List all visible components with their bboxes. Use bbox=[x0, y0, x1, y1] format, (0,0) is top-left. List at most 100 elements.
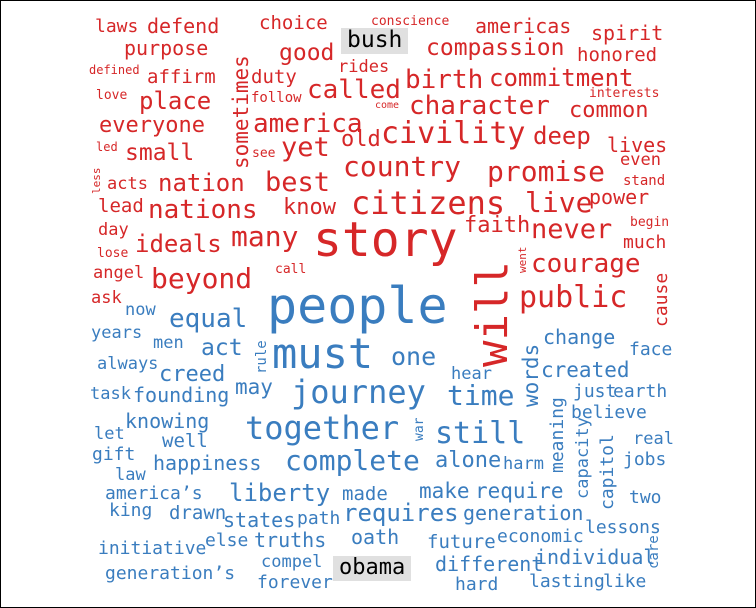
word-happiness: happiness bbox=[153, 451, 262, 475]
word-promise: promise bbox=[487, 155, 606, 188]
word-together: together bbox=[245, 409, 400, 447]
word-even: even bbox=[620, 150, 661, 170]
word-task: task bbox=[90, 384, 131, 404]
word-compassion: compassion bbox=[426, 35, 565, 61]
word-now: now bbox=[125, 300, 156, 320]
word-war: war bbox=[412, 417, 427, 441]
word-good: good bbox=[279, 40, 335, 66]
word-nation: nation bbox=[158, 169, 245, 197]
word-laws: laws bbox=[95, 16, 139, 37]
word-come: come bbox=[375, 100, 400, 111]
word-act: act bbox=[201, 335, 243, 361]
word-change: change bbox=[543, 325, 616, 349]
word-begin: begin bbox=[630, 215, 670, 230]
word-alone: alone bbox=[435, 448, 502, 473]
word-call: call bbox=[275, 262, 307, 277]
word-make: make bbox=[419, 479, 470, 503]
word-require: require bbox=[475, 479, 564, 503]
word-story: story bbox=[313, 212, 458, 268]
word-two: two bbox=[629, 487, 662, 508]
word-never: never bbox=[531, 214, 613, 245]
word-believe: believe bbox=[571, 402, 647, 423]
word-king: king bbox=[109, 500, 153, 521]
word-deep: deep bbox=[533, 122, 591, 150]
word-like: like bbox=[603, 571, 647, 592]
word-earth: earth bbox=[613, 381, 668, 402]
word-affirm: affirm bbox=[147, 66, 216, 88]
word-choice: choice bbox=[259, 12, 328, 34]
word-interests: interests bbox=[589, 86, 660, 101]
word-always: always bbox=[97, 354, 159, 374]
word-economic: economic bbox=[497, 526, 584, 547]
word-made: made bbox=[342, 483, 388, 505]
word-know: know bbox=[283, 195, 336, 220]
word-country: country bbox=[343, 150, 462, 183]
word-purpose: purpose bbox=[124, 36, 209, 60]
word-forever: forever bbox=[257, 572, 333, 593]
word-men: men bbox=[153, 333, 184, 353]
word-birth: birth bbox=[405, 65, 484, 95]
word-best: best bbox=[265, 167, 331, 198]
word-day: day bbox=[98, 220, 129, 240]
word-still: still bbox=[435, 416, 526, 451]
word-generation: generation bbox=[463, 501, 584, 525]
word-americas-possessive: america’s bbox=[105, 483, 203, 504]
word-character: character bbox=[409, 91, 550, 121]
word-beyond: beyond bbox=[151, 262, 253, 295]
word-obama-highlighted: obama bbox=[333, 556, 412, 581]
word-small: small bbox=[125, 140, 195, 166]
word-let: let bbox=[94, 424, 125, 444]
word-power: power bbox=[589, 185, 650, 209]
word-less: less bbox=[90, 167, 103, 195]
word-founding: founding bbox=[133, 383, 230, 407]
word-just: just bbox=[573, 381, 617, 402]
word-spirit: spirit bbox=[591, 21, 664, 45]
word-conscience: conscience bbox=[371, 14, 450, 29]
word-else: else bbox=[205, 530, 249, 551]
word-civility: civility bbox=[381, 116, 526, 151]
word-lead: lead bbox=[98, 195, 144, 217]
word-harm: harm bbox=[503, 454, 544, 474]
word-hard: hard bbox=[455, 574, 499, 595]
word-capitol: capitol bbox=[597, 434, 618, 510]
word-yet: yet bbox=[281, 132, 330, 163]
word-follow: follow bbox=[251, 90, 302, 106]
word-oath: oath bbox=[351, 525, 400, 549]
word-see: see bbox=[252, 146, 276, 161]
word-many: many bbox=[231, 220, 299, 253]
word-face: face bbox=[629, 339, 673, 360]
word-sometimes: sometimes bbox=[229, 55, 253, 169]
word-individual: individual bbox=[535, 545, 656, 569]
word-faith: faith bbox=[464, 213, 531, 238]
word-must: must bbox=[272, 329, 374, 378]
word-compel: compel bbox=[261, 552, 323, 572]
word-everyone: everyone bbox=[99, 113, 205, 138]
word-equal: equal bbox=[169, 304, 248, 334]
word-people: people bbox=[267, 277, 448, 335]
word-future: future bbox=[427, 531, 496, 553]
word-jobs: jobs bbox=[623, 449, 667, 470]
word-lose: lose bbox=[97, 246, 129, 261]
word-commitment: commitment bbox=[489, 64, 634, 92]
word-generations-possessive: generation’s bbox=[105, 563, 236, 584]
word-one: one bbox=[391, 342, 437, 371]
word-honored: honored bbox=[577, 44, 658, 66]
word-americas: americas bbox=[475, 14, 572, 38]
word-truths: truths bbox=[254, 528, 327, 552]
word-requires: requires bbox=[343, 499, 459, 527]
word-years: years bbox=[91, 323, 143, 343]
word-complete: complete bbox=[285, 444, 420, 477]
word-led: led bbox=[96, 140, 118, 154]
word-lessons: lessons bbox=[585, 517, 661, 538]
word-journey: journey bbox=[291, 373, 426, 411]
word-creed: creed bbox=[159, 362, 226, 387]
word-words: words bbox=[519, 343, 543, 407]
word-path: path bbox=[297, 508, 341, 529]
word-angel: angel bbox=[93, 263, 145, 283]
word-defend: defend bbox=[147, 14, 220, 38]
word-stand: stand bbox=[623, 173, 666, 189]
word-liberty: liberty bbox=[229, 479, 331, 507]
word-cause: cause bbox=[651, 272, 672, 327]
word-public: public bbox=[519, 280, 628, 315]
